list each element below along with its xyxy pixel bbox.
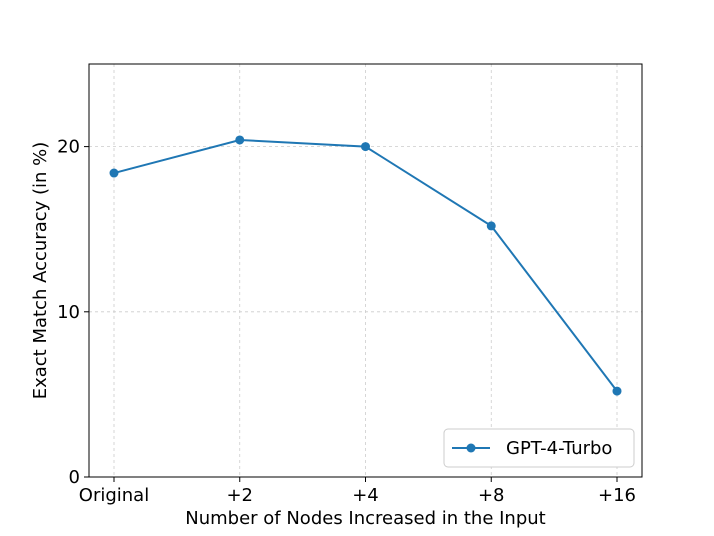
- x-tick-label: +4: [352, 485, 379, 506]
- legend-marker-swatch: [466, 443, 476, 453]
- data-point: [612, 386, 622, 396]
- x-tick-label: Original: [79, 485, 149, 506]
- axis-ticks: Original +2 +4 +8 +16 0 10 20: [57, 137, 636, 506]
- y-tick-label: 10: [57, 302, 80, 323]
- y-tick-label: 0: [69, 467, 80, 488]
- legend-box: [443, 428, 635, 468]
- legend-entry-gpt-4-turbo: GPT-4-Turbo: [506, 438, 612, 459]
- data-point: [361, 142, 370, 152]
- x-tick-label: +16: [598, 485, 636, 506]
- legend: GPT-4-Turbo: [443, 428, 635, 468]
- y-tick-label: 20: [57, 137, 80, 158]
- series-layer: [109, 135, 622, 396]
- data-point: [486, 221, 496, 231]
- x-tick-label: +8: [478, 485, 505, 506]
- data-point: [109, 168, 119, 178]
- grid-lines: [89, 64, 642, 478]
- x-axis-label: Number of Nodes Increased in the Input: [185, 508, 546, 529]
- data-point: [235, 135, 245, 145]
- x-tick-label: +2: [226, 485, 253, 506]
- y-axis-label: Exact Match Accuracy (in %): [30, 142, 51, 400]
